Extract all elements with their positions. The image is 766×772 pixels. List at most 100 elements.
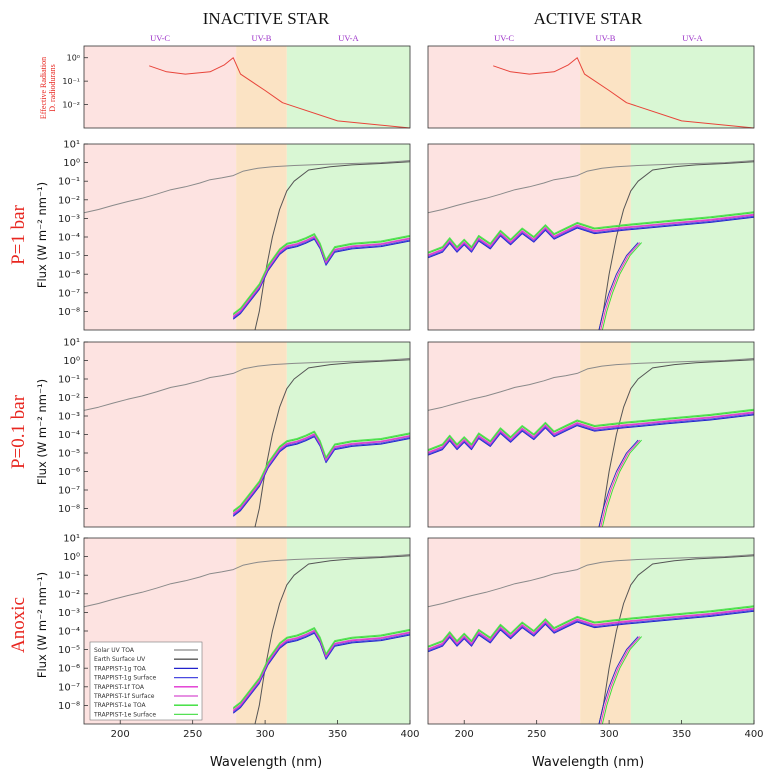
top-ytick-label-0: 10⁰	[67, 54, 80, 63]
band-r0c0-2	[286, 144, 410, 330]
trappist-line-r2c1-5	[427, 605, 755, 647]
trappist-line-r2c0-5	[232, 627, 411, 708]
trappist-line-r2c1-2	[427, 608, 755, 651]
band-r0c0-1	[236, 144, 287, 330]
ytick-label-r0c0-1: 10⁰	[63, 158, 80, 169]
flux-panel-r1c1	[427, 341, 755, 528]
ytick-label-r0c0-0: 10¹	[63, 140, 80, 151]
ytick-label-r0c0-8: 10⁻⁷	[58, 288, 80, 299]
ytick-label-r1c0-1: 10⁰	[63, 356, 80, 367]
band-label-0-1: UV-B	[251, 33, 271, 43]
band-label-1-1: UV-B	[595, 33, 615, 43]
legend-item-label-7: TRAPPIST-1e Surface	[93, 711, 156, 718]
band-label-0-2: UV-A	[338, 33, 359, 43]
ytick-label-r0c0-2: 10⁻¹	[58, 177, 80, 188]
frame-top1	[427, 45, 755, 129]
trappist-line-r0c0-4	[232, 234, 411, 315]
trappist-line-r0c0-0	[232, 238, 411, 320]
solar-toa-line-r2c1	[427, 554, 755, 608]
trappist-line-r0c0-1	[232, 237, 411, 319]
earth-surface-line-r1c1	[598, 359, 755, 528]
ytick-label-r2c0-6: 10⁻⁵	[58, 645, 80, 656]
trappist-line-r1c0-3	[232, 433, 411, 514]
xtick-label-r2c1-2: 300	[600, 729, 619, 740]
top-panel-1	[427, 45, 755, 129]
earth-surface-line-r2c1	[598, 555, 755, 725]
band-r1c1-2	[630, 342, 754, 527]
ytick-label-r2c0-4: 10⁻³	[58, 608, 80, 619]
band-r0c1-2	[630, 144, 754, 330]
legend-item-label-0: Solar UV TOA	[94, 647, 135, 654]
band-r2c1-1	[580, 538, 631, 724]
trappist-line-r2c1-0	[427, 610, 755, 653]
trappist-line-r1c0-5	[232, 430, 411, 512]
xlabel-active: Wavelength (nm)	[532, 755, 644, 770]
trappist-line-r1c0-0	[232, 436, 411, 517]
flux-panel-r2c1: 200 250 300 350 400	[427, 537, 764, 740]
column-title-active: ACTIVE STAR	[534, 9, 643, 28]
legend-item-label-3: TRAPPIST-1g Surface	[93, 675, 156, 682]
xtick-label-r2c0-4: 400	[400, 729, 419, 740]
earth-surface-line-r1c0	[254, 359, 411, 528]
ytick-label-r2c0-9: 10⁻⁸	[58, 701, 80, 712]
trappist-line-r2c0-4	[232, 628, 411, 709]
solar-toa-line-r0c0	[83, 160, 411, 214]
flux-panel-r1c0: 10¹ 10⁰ 10⁻¹ 10⁻² 10⁻³ 10⁻⁴ 10⁻⁵ 10⁻⁶ 10⁻⁷ 10⁻⁸	[58, 338, 411, 528]
legend-item-label-6: TRAPPIST-1e TOA	[93, 702, 146, 709]
active-surface-rise-r2c1-0	[598, 636, 639, 725]
earth-surface-line-r2c0	[254, 555, 411, 725]
band-r0c1-1	[580, 144, 631, 330]
ytick-label-r0c0-3: 10⁻²	[58, 195, 80, 206]
ytick-label-r2c0-0: 10¹	[63, 534, 80, 545]
band-r1c0-0	[84, 342, 237, 527]
frame-r0c1	[427, 143, 755, 331]
solar-toa-line-r1c1	[427, 357, 755, 411]
band-r1c0-1	[236, 342, 287, 527]
row-labels: P=1 bar P=0.1 bar Anoxic	[8, 204, 29, 653]
active-surface-rise-r1c1-2	[601, 439, 642, 528]
trappist-line-r0c1-2	[427, 214, 755, 257]
trappist-line-r1c1-1	[427, 413, 755, 455]
ytick-label-r1c0-5: 10⁻⁴	[58, 430, 80, 441]
trappist-line-r0c1-0	[427, 216, 755, 259]
trappist-line-r2c0-0	[232, 632, 411, 714]
trappist-line-r0c0-3	[232, 235, 411, 317]
active-surface-rise-r1c1-1	[600, 439, 641, 528]
ytick-label-r1c0-8: 10⁻⁷	[58, 486, 80, 497]
flux-panel-r0c0: 10¹ 10⁰ 10⁻¹ 10⁻² 10⁻³ 10⁻⁴ 10⁻⁵ 10⁻⁶ 10⁻⁷ 10⁻⁸	[58, 140, 411, 331]
trappist-line-r1c1-0	[427, 414, 755, 456]
trappist-line-r1c1-5	[427, 408, 755, 451]
band-r2c0-1	[236, 538, 287, 724]
column-titles: INACTIVE STAR ACTIVE STAR	[203, 9, 643, 28]
ytick-label-r1c0-2: 10⁻¹	[58, 375, 80, 386]
ytick-label-r2c0-7: 10⁻⁶	[58, 664, 80, 675]
xlabels: Wavelength (nm) Wavelength (nm)	[210, 755, 644, 770]
solar-toa-line-r1c0	[83, 357, 411, 411]
ytick-label-r1c0-6: 10⁻⁵	[58, 449, 80, 460]
trappist-line-r2c0-3	[232, 629, 411, 711]
trappist-line-r0c1-5	[427, 211, 755, 253]
column-title-inactive: INACTIVE STAR	[203, 9, 330, 28]
legend-item-label-4: TRAPPIST-1f TOA	[93, 684, 145, 691]
xtick-label-r2c1-4: 400	[744, 729, 763, 740]
trappist-line-r2c0-1	[232, 631, 411, 713]
trappist-line-r1c1-4	[427, 409, 755, 452]
solar-toa-line-r0c1	[427, 160, 755, 214]
flux-panel-r0c1	[427, 143, 755, 331]
trappist-line-r1c1-3	[427, 411, 755, 453]
band-r2c0-2	[286, 538, 410, 724]
trappist-line-r2c1-1	[427, 609, 755, 652]
ytick-label-r2c0-2: 10⁻¹	[58, 571, 80, 582]
top-ytick-label-2: 10⁻²	[62, 101, 80, 110]
band-label-1-2: UV-A	[682, 33, 703, 43]
action-spectrum-line-0	[149, 57, 411, 129]
ytick-label-r0c0-4: 10⁻³	[58, 214, 80, 225]
band-top0-2	[286, 46, 410, 128]
xtick-label-r2c0-1: 250	[183, 729, 202, 740]
top-ylabel-line1: Effective Radiation	[39, 57, 48, 119]
active-surface-rise-r0c1-0	[598, 242, 639, 331]
xtick-label-r2c1-3: 350	[672, 729, 691, 740]
legend-item-label-1: Earth Surface UV	[94, 656, 146, 663]
